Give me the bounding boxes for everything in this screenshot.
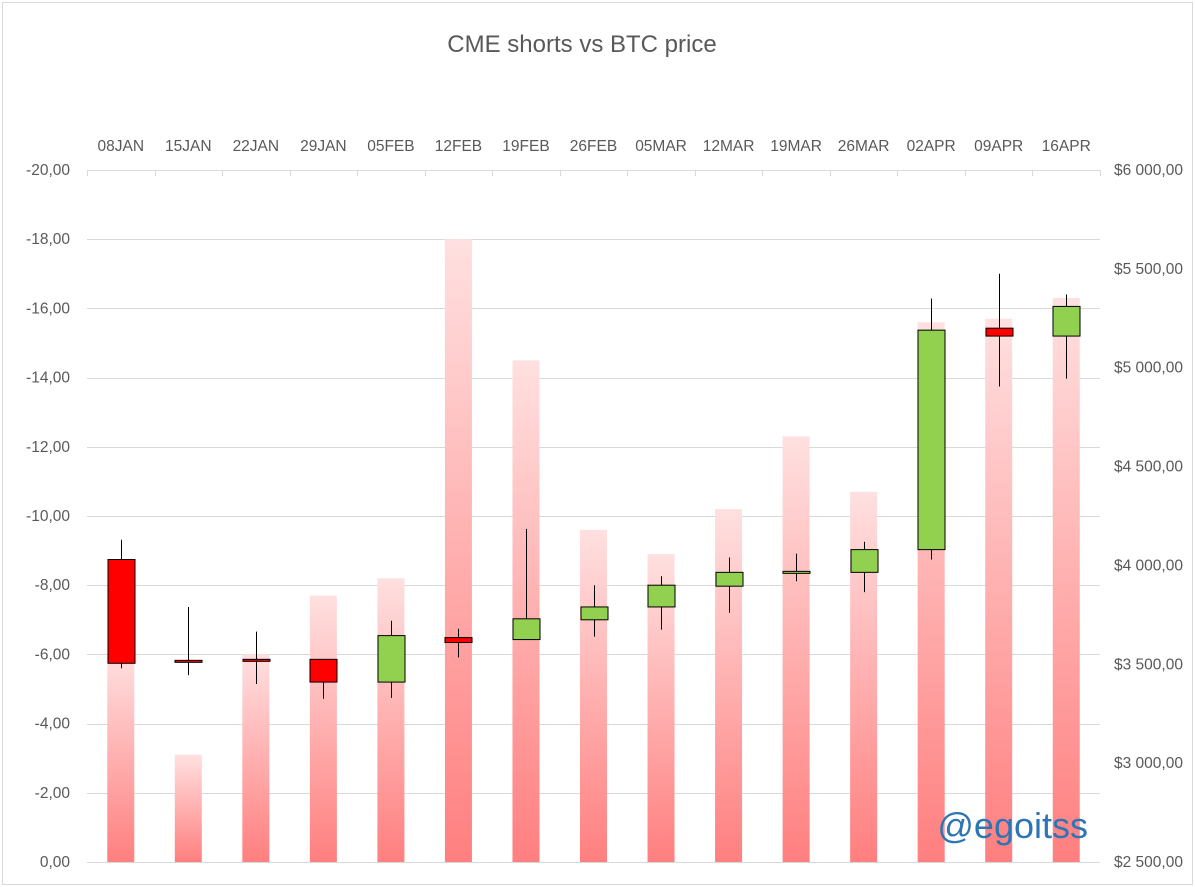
left-tick-label: -12,00 [26,439,70,456]
left-tick-label: -18,00 [26,231,70,248]
candle-body [1052,305,1081,337]
left-tick-label: -16,00 [26,300,70,317]
price-candle [174,606,203,676]
watermark-handle: @egoitss [937,805,1088,846]
category-label: 16APR [1042,138,1091,155]
candle-body [377,635,406,683]
shorts-bar [174,754,202,862]
price-candle [512,528,541,641]
right-tick-label: $4 500,00 [1114,459,1183,476]
chart-title: CME shorts vs BTC price [447,31,716,58]
price-candle [985,273,1014,387]
shorts-bar [444,239,472,862]
price-candle [377,620,406,698]
candle-body [850,549,879,573]
price-candle [715,557,744,613]
right-tick-label: $5 500,00 [1114,261,1183,278]
price-candle [580,585,609,637]
category-label: 19FEB [502,138,549,155]
category-label: 09APR [974,138,1023,155]
price-candle [107,539,136,669]
category-label: 15JAN [165,138,212,155]
price-candle [917,298,946,560]
candle-body [444,637,473,644]
shorts-bar [985,318,1013,862]
price-candle [444,628,473,658]
right-tick-label: $5 000,00 [1114,360,1183,377]
price-candle [782,553,811,582]
shorts-bar [242,654,270,862]
candle-body [512,618,541,641]
candle-body [782,570,811,574]
category-label: 29JAN [300,138,347,155]
right-tick-label: $3 000,00 [1114,755,1183,772]
left-tick-label: -8,00 [35,577,71,594]
right-tick-label: $4 000,00 [1114,557,1183,574]
candle-body [107,558,136,664]
candle-body [242,658,271,662]
candle-body [580,606,609,621]
left-tick-label: -10,00 [26,508,70,525]
price-candle [1052,294,1081,379]
category-label: 26FEB [570,138,617,155]
shorts-bar [107,654,135,862]
shorts-bar [715,509,743,862]
shorts-bar [512,360,540,862]
category-label: 19MAR [770,138,822,155]
category-labels: 08JAN 15JAN 22JAN 29JAN 05FEB 12FEB 19FEB 26FEB… [98,138,1091,155]
right-axis-ticks: $2 500,00 $3 000,00 $3 500,00 $4 000,00 $4 5… [1114,162,1183,871]
right-tick-label: $2 500,00 [1114,854,1183,871]
shorts-bars [107,239,1080,862]
left-axis-ticks: 0,00 -2,00 -4,00 -6,00 -8,00 -10,00 -12,00 -14,… [26,162,70,871]
left-tick-label: -4,00 [35,716,71,733]
left-tick-label: -14,00 [26,370,70,387]
price-candle [850,541,879,593]
category-label: 05FEB [367,138,414,155]
shorts-bar [377,578,405,862]
candle-body [309,658,338,683]
right-tick-label: $3 500,00 [1114,656,1183,673]
price-candle [242,631,271,685]
shorts-bar [850,491,878,862]
shorts-bar [309,595,337,862]
price-candle [309,658,338,699]
category-label: 12FEB [435,138,482,155]
candle-body [647,584,676,608]
left-tick-label: -20,00 [26,162,70,179]
shorts-bar [579,529,608,862]
candle-body [917,329,946,551]
candle-body [985,327,1014,337]
shorts-bar [1052,298,1080,862]
category-label: 05MAR [635,138,687,155]
price-candles [107,273,1081,699]
category-label: 02APR [907,138,956,155]
right-tick-label: $6 000,00 [1114,162,1183,179]
left-tick-label: -6,00 [35,646,71,663]
category-label: 22JAN [233,138,280,155]
category-label: 26MAR [838,138,890,155]
category-label: 08JAN [98,138,145,155]
candle-body [715,571,744,587]
left-tick-label: 0,00 [40,854,71,871]
left-tick-label: -2,00 [35,785,71,802]
price-candle [647,576,676,630]
shorts-bar [782,436,810,862]
candle-body [174,659,203,663]
category-label: 12MAR [703,138,755,155]
